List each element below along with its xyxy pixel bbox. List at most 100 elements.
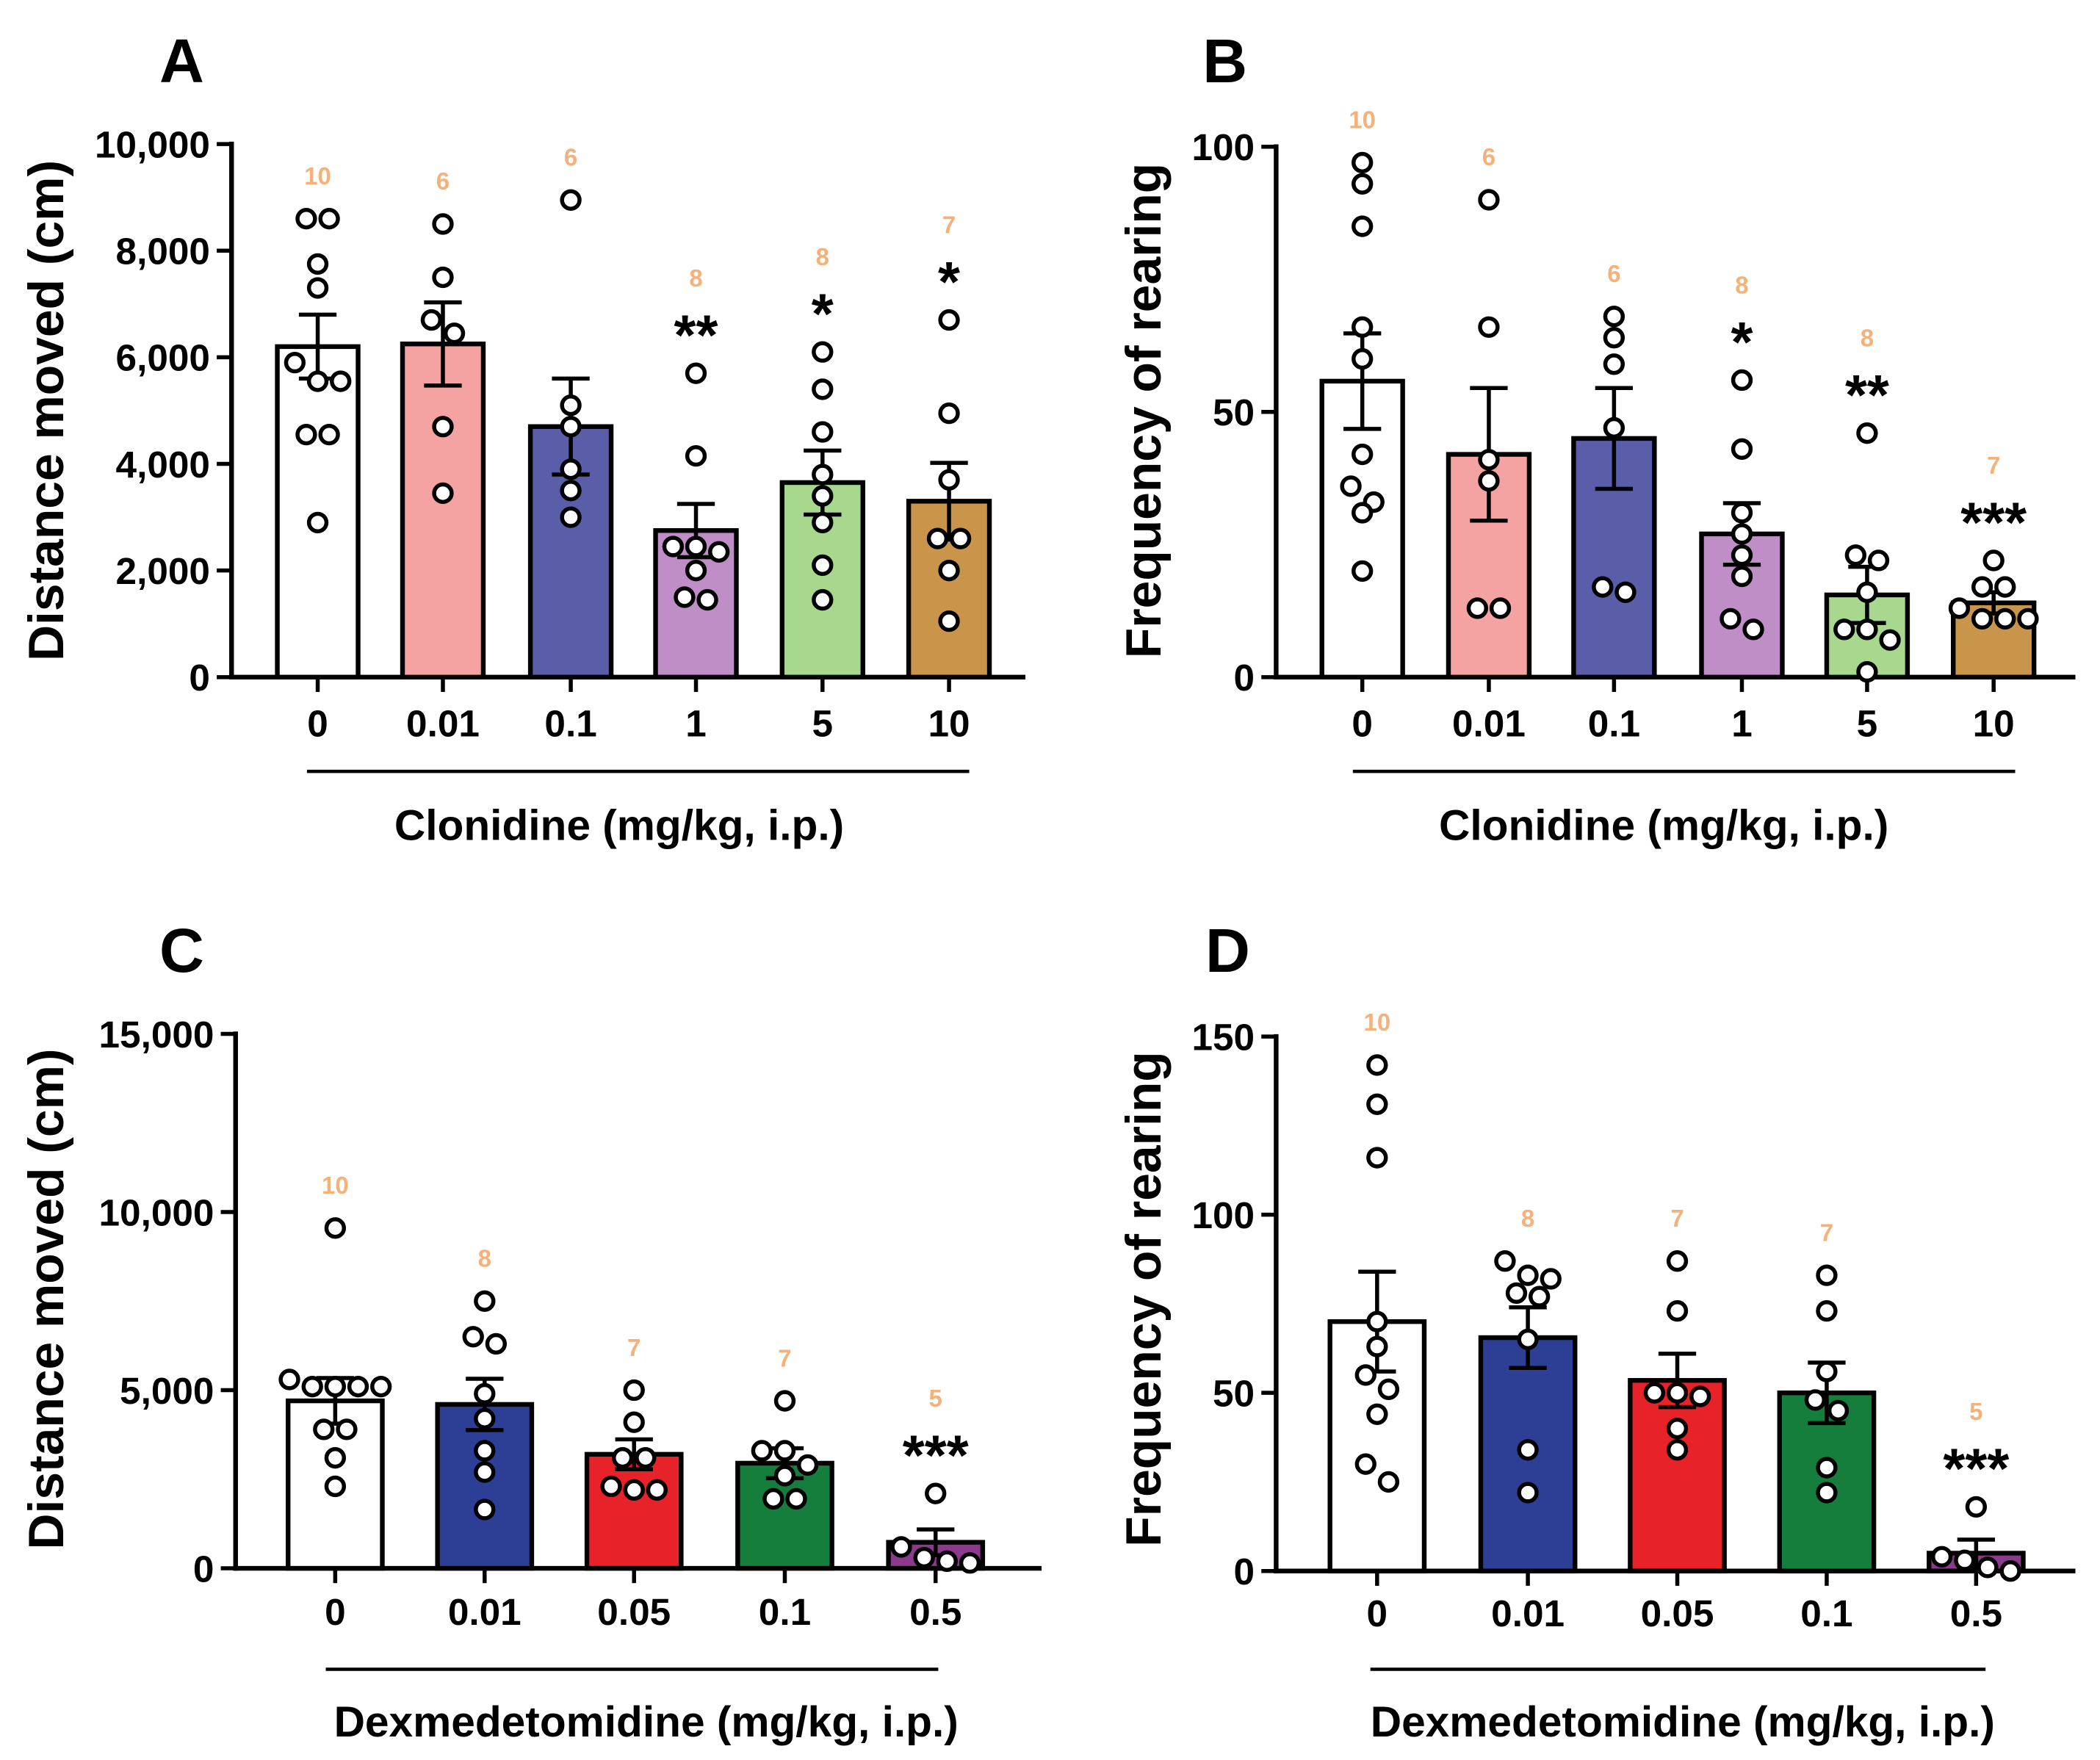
data-point: [1856, 618, 1878, 641]
data-point: [662, 535, 685, 558]
data-point: [1867, 549, 1890, 571]
bar-series: 10 8 7 7 *** 5: [1327, 1009, 2026, 1582]
data-point: [1856, 581, 1878, 603]
x-tick-label: 0.05: [1641, 1593, 1714, 1634]
x-tick-label: 0.01: [1452, 702, 1526, 744]
data-point: [1731, 544, 1753, 566]
data-point: [1856, 660, 1878, 683]
data-point: [1352, 215, 1374, 237]
bar-group-0: 10: [1327, 1009, 1427, 1573]
data-point: [1731, 502, 1753, 524]
data-point: [474, 1290, 496, 1312]
n-label: 8: [1521, 1205, 1534, 1232]
y-axis-title: Distance moved (cm): [19, 160, 74, 661]
data-point: [685, 560, 707, 582]
data-point: [295, 208, 317, 230]
x-tick-label: 0: [325, 1591, 346, 1633]
significance-label: ***: [903, 1424, 969, 1487]
bar-group-1: ** 8: [653, 264, 739, 680]
data-point: [1643, 1382, 1666, 1404]
n-label: 10: [322, 1172, 349, 1199]
data-point: [959, 1552, 981, 1574]
bar: [400, 342, 486, 680]
y-tick-label: 0: [1234, 657, 1255, 699]
bar-group-0-1: 7: [1777, 1219, 1877, 1573]
data-point: [295, 423, 317, 446]
data-point: [1816, 1360, 1838, 1382]
n-label: 7: [942, 211, 956, 238]
data-point: [773, 1390, 796, 1412]
bar-group-0: 10: [275, 162, 361, 680]
data-point: [1954, 1549, 1976, 1571]
data-point: [306, 277, 329, 299]
error-bar: [424, 300, 462, 388]
x-tick-label: 0: [1367, 1593, 1388, 1634]
data-point: [1971, 607, 1993, 630]
n-label: 6: [564, 144, 577, 171]
y-tick-label: 100: [1191, 126, 1255, 168]
panel-a: A 0 2,000 4,000 6,000 8,000 10,000 Distance mov…: [19, 26, 1026, 850]
data-point: [1366, 1093, 1388, 1115]
data-point: [1731, 369, 1753, 392]
n-label: 8: [816, 243, 829, 270]
data-point: [938, 309, 960, 331]
bar-group-0-1: 6: [1571, 260, 1657, 680]
y-axis: 0 2,000 4,000 6,000 8,000 10,000 Distance move…: [19, 123, 234, 699]
x-axis: 0 0.01 0.05 0.1 0.5 Dexmedetomidine (mg/kg, i…: [1274, 1568, 2076, 1746]
data-point: [1603, 353, 1625, 375]
n-label: 7: [778, 1344, 791, 1371]
x-tick-label: 0: [1352, 702, 1373, 744]
data-point: [474, 1461, 496, 1483]
data-point: [708, 541, 730, 563]
data-point: [432, 416, 454, 438]
y-tick-label: 10,000: [95, 123, 210, 165]
data-point: [635, 1447, 657, 1469]
data-point: [1352, 443, 1374, 466]
data-point: [812, 588, 834, 611]
y-tick-label: 4,000: [116, 444, 210, 486]
bar-group-0: 10: [278, 1172, 392, 1571]
bar-group-10: *** 7: [1948, 452, 2039, 680]
significance-label: ***: [1943, 1438, 2009, 1501]
x-tick-label: 0.5: [1950, 1593, 2002, 1634]
y-tick-label: 0: [1234, 1551, 1255, 1593]
data-point: [485, 1332, 508, 1355]
data-point: [560, 506, 582, 528]
data-point: [1366, 1403, 1388, 1425]
data-point: [1994, 576, 2016, 598]
data-point: [812, 341, 834, 363]
data-point: [773, 1440, 796, 1462]
data-point: [1494, 1250, 1516, 1272]
data-point: [925, 1482, 947, 1504]
data-point: [324, 1375, 347, 1398]
n-label: 5: [929, 1385, 942, 1412]
data-point: [812, 485, 834, 507]
data-point: [560, 458, 582, 480]
data-point: [938, 402, 960, 425]
data-point: [474, 1407, 496, 1429]
data-point: [1340, 475, 1362, 497]
y-axis: 0 50 100 150 Frequency of rearing: [1116, 1016, 1279, 1593]
data-point: [1804, 1389, 1827, 1411]
n-label: 10: [1349, 107, 1376, 134]
data-point: [685, 535, 707, 558]
y-tick-label: 0: [193, 1548, 214, 1590]
data-point: [560, 480, 582, 502]
data-point: [1982, 549, 2005, 571]
bar: [1628, 1377, 1727, 1573]
data-point: [301, 1375, 323, 1398]
data-point: [1666, 1299, 1689, 1322]
x-tick-label: 0.1: [759, 1591, 811, 1633]
data-point: [1971, 576, 1993, 598]
y-axis: 0 50 100 Frequency of rearing: [1116, 126, 1279, 699]
data-point: [474, 1382, 496, 1405]
x-tick-label: 0.05: [597, 1591, 671, 1633]
data-point: [1517, 1482, 1539, 1504]
bar-group-0-01: 8: [435, 1245, 535, 1571]
bar-group-0-05: 7: [584, 1334, 684, 1571]
data-point: [1366, 1310, 1388, 1332]
bar-series: 10 8 7 7 *** 5: [278, 1172, 986, 1574]
data-point: [1354, 1364, 1376, 1386]
